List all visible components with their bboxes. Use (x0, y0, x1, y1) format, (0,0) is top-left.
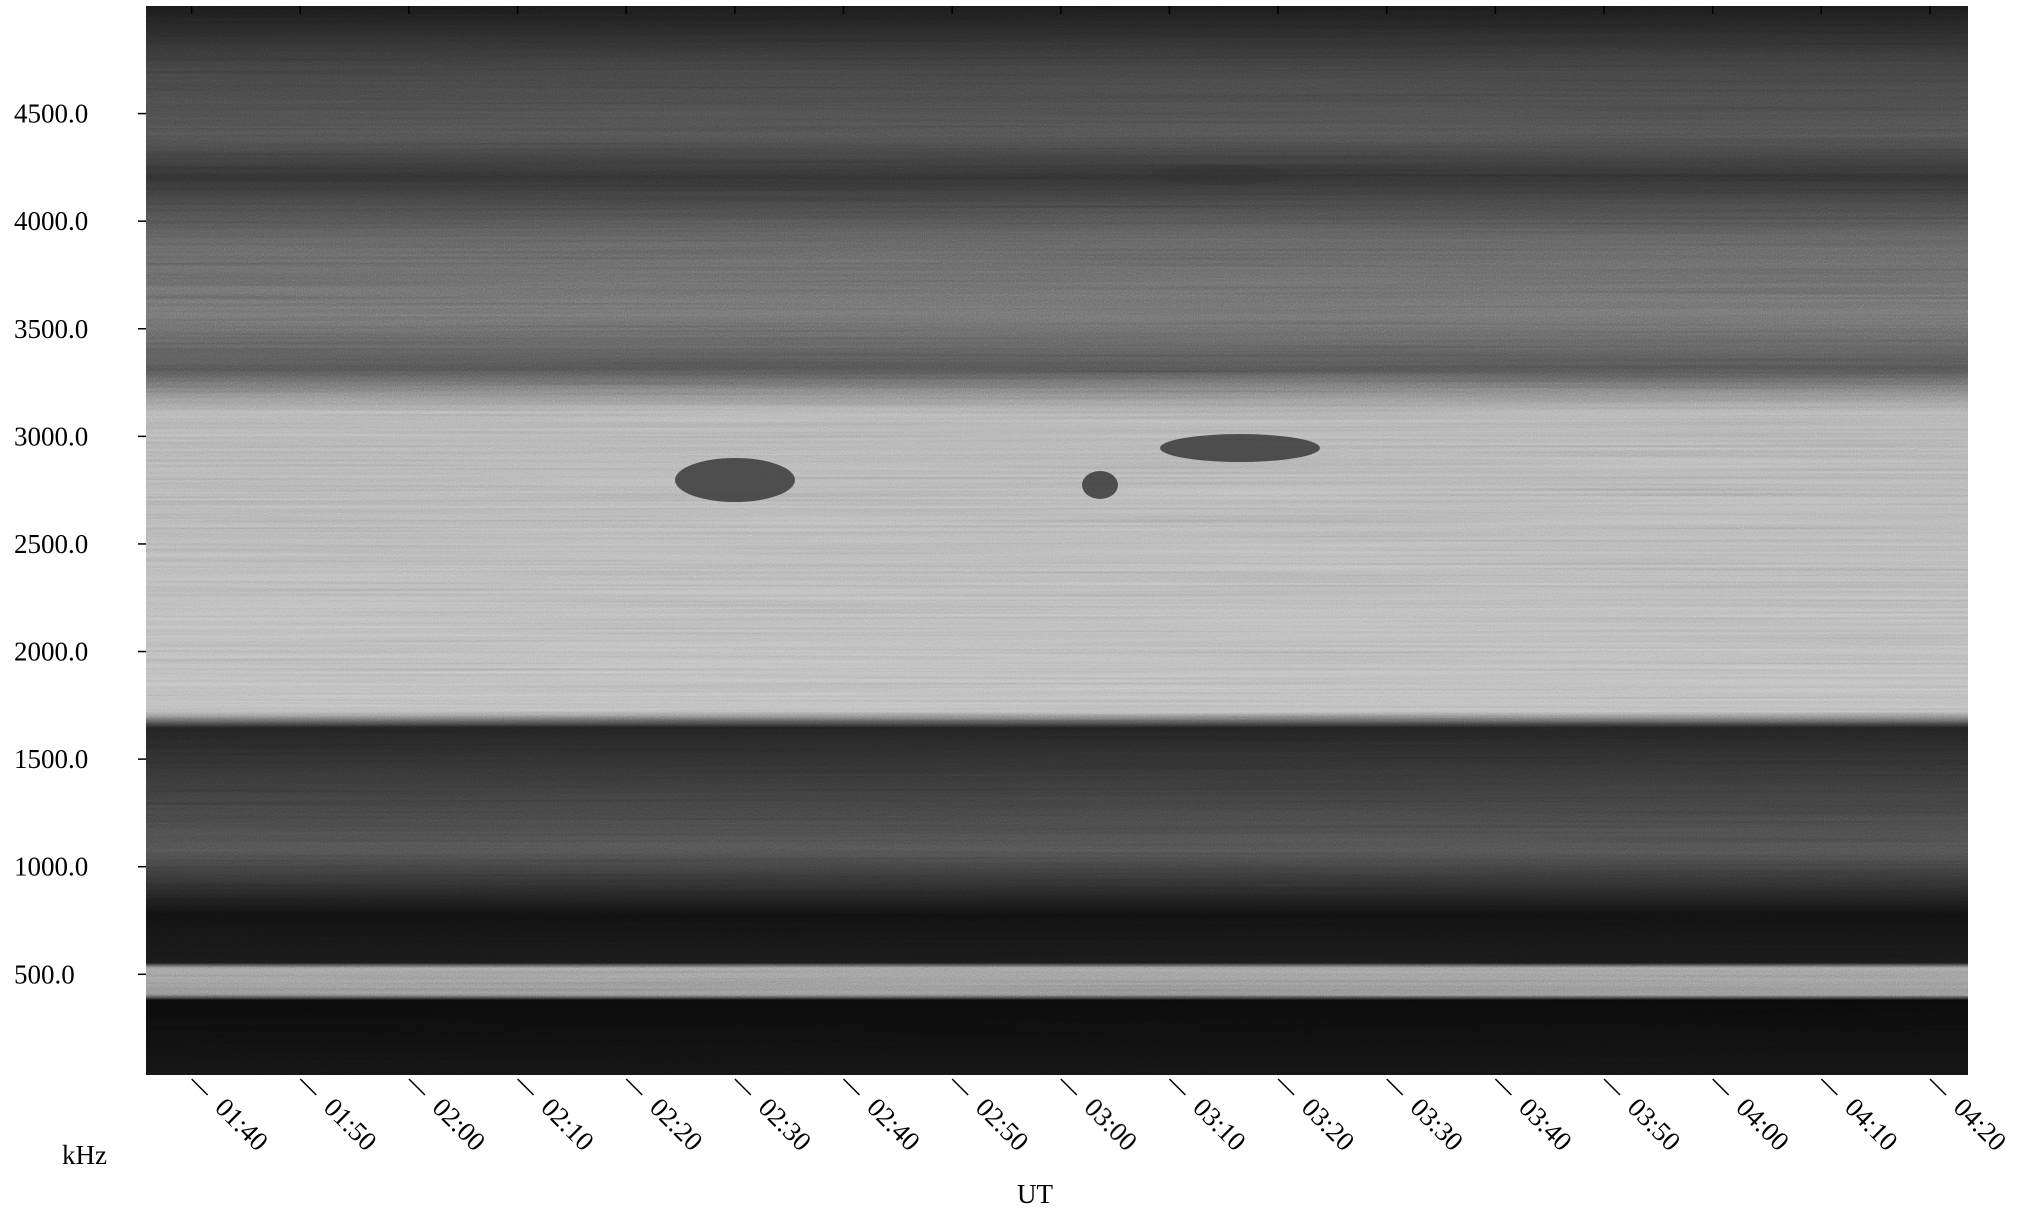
x-tick (734, 1078, 752, 1096)
x-tick-label: 02:50 (970, 1092, 1035, 1157)
x-axis-label: UT (1017, 1179, 1053, 1209)
y-tick-label: 4500.0 (14, 99, 88, 129)
x-tick (408, 1078, 426, 1096)
x-tick-label: 03:00 (1079, 1092, 1144, 1157)
x-tick-label: 03:30 (1404, 1092, 1469, 1157)
y-tick-label: 1000.0 (14, 852, 88, 882)
y-tick-label: 3500.0 (14, 314, 88, 344)
y-tick-label: 3000.0 (14, 421, 88, 451)
x-tick (299, 1078, 317, 1096)
x-tick-label: 04:10 (1839, 1092, 1904, 1157)
x-tick-label: 02:20 (644, 1092, 709, 1157)
x-tick-label: 01:40 (209, 1092, 274, 1157)
spectrogram-image (146, 6, 1968, 1075)
y-tick-label: 500.0 (14, 959, 75, 989)
y-axis-label: kHz (62, 1140, 107, 1170)
x-tick (1168, 1078, 1186, 1096)
x-tick-label: 02:40 (861, 1092, 926, 1157)
y-tick-label: 1500.0 (14, 744, 88, 774)
y-tick-label: 4000.0 (14, 206, 88, 236)
x-tick-label: 03:40 (1513, 1092, 1578, 1157)
x-tick (1820, 1078, 1838, 1096)
x-tick-label: 03:50 (1622, 1092, 1687, 1157)
x-tick-label: 04:00 (1730, 1092, 1795, 1157)
y-tick-label: 2500.0 (14, 529, 88, 559)
x-tick (1603, 1078, 1621, 1096)
x-tick-label: 02:00 (427, 1092, 492, 1157)
x-tick-label: 04:20 (1948, 1092, 2013, 1157)
x-tick-label: 01:50 (318, 1092, 383, 1157)
x-tick (842, 1078, 861, 1096)
x-tick-label: 02:10 (535, 1092, 600, 1157)
x-tick (517, 1078, 535, 1096)
x-tick (191, 1078, 209, 1096)
x-tick-label: 02:30 (753, 1092, 818, 1157)
x-tick (1494, 1078, 1512, 1096)
x-tick-label: 03:20 (1296, 1092, 1361, 1157)
y-tick-label: 2000.0 (14, 637, 88, 667)
x-tick (1712, 1078, 1730, 1096)
x-tick (951, 1078, 969, 1096)
x-tick (1386, 1078, 1404, 1096)
x-tick (625, 1078, 643, 1096)
x-tick (1060, 1078, 1078, 1096)
x-tick (1929, 1078, 1947, 1096)
x-tick-label: 03:10 (1187, 1092, 1252, 1157)
x-tick (1277, 1078, 1295, 1096)
